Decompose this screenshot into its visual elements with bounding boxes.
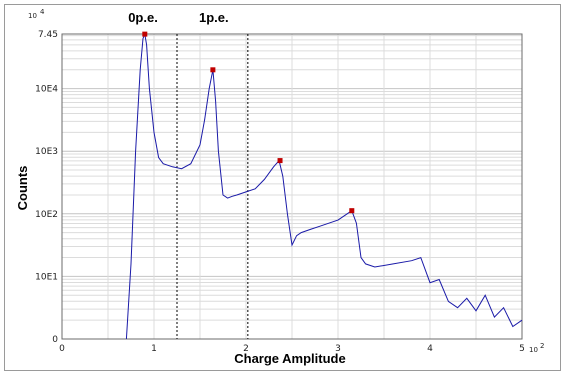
x-axis-title: Charge Amplitude (234, 351, 345, 366)
y-multiplier-base: 10 (28, 12, 37, 20)
peak-marker (210, 67, 216, 73)
x-tick-label: 2 (243, 344, 249, 354)
peak-marker (277, 158, 283, 164)
x-multiplier-base: 10 (529, 346, 538, 354)
chart-frame (4, 4, 561, 371)
x-tick-label: 5 (519, 344, 525, 354)
x-tick-labels: 0 1 2 3 4 5 (59, 344, 525, 354)
x-tick-label: 0 (59, 344, 65, 354)
y-multiplier-exp: 4 (40, 8, 45, 16)
y-tick-label: 10E4 (35, 85, 58, 95)
y-tick-label: 7.45 (38, 30, 58, 40)
pe-marker-lines: 0p.e. 1p.e. (128, 10, 249, 339)
peak-marker (142, 31, 148, 37)
y-axis-title: Counts (15, 166, 30, 211)
y-tick-label: 0 (52, 335, 58, 345)
y-tick-label: 10E3 (35, 147, 58, 157)
y-tick-labels: 0 10E1 10E2 10E3 10E4 7.45 (35, 30, 58, 345)
peak-markers (142, 31, 355, 214)
x-tick-label: 3 (335, 344, 341, 354)
peak-marker (349, 208, 355, 214)
pe-marker-label: 0p.e. (128, 10, 158, 25)
y-tick-label: 10E2 (35, 210, 58, 220)
x-tick-label: 4 (427, 344, 433, 354)
x-tick-label: 1 (151, 344, 157, 354)
plot-area (61, 33, 523, 340)
grid-lines (62, 34, 522, 340)
pe-marker-label: 1p.e. (199, 10, 229, 25)
x-multiplier-exp: 2 (540, 342, 544, 350)
y-tick-label: 10E1 (35, 272, 58, 282)
counts-series-line (125, 32, 523, 340)
